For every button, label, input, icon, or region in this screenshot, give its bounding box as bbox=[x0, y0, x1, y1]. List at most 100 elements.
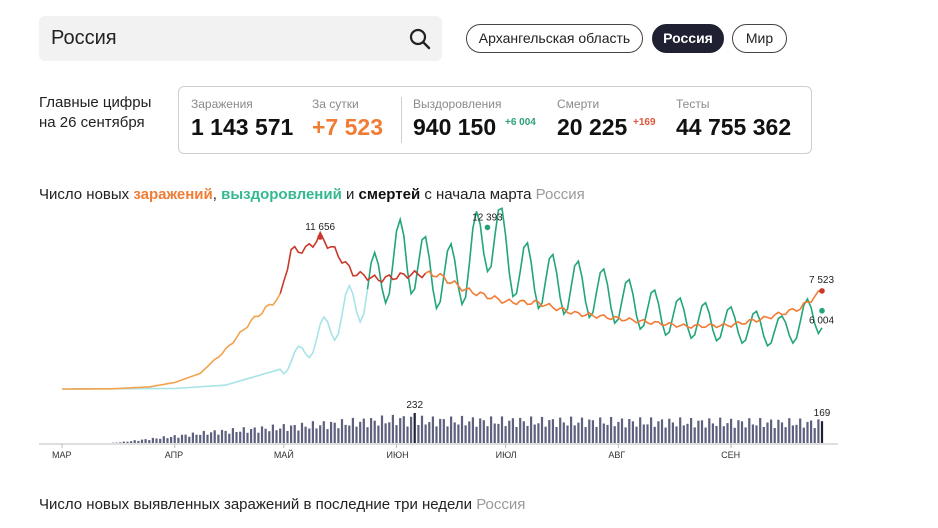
search-box[interactable]: Россия bbox=[39, 16, 442, 61]
death-bar bbox=[508, 420, 511, 443]
chart-title-recoveries: выздоровлений bbox=[221, 186, 342, 203]
death-bar bbox=[173, 435, 176, 443]
death-bar bbox=[246, 432, 249, 443]
death-bar bbox=[457, 424, 460, 443]
death-bar bbox=[602, 423, 605, 443]
death-bar bbox=[486, 426, 489, 443]
death-bar bbox=[806, 421, 809, 443]
stats-divider bbox=[401, 97, 402, 143]
death-bar bbox=[300, 422, 304, 443]
main-figures-panel: Заражения 1 143 571 За сутки +7 523 Вызд… bbox=[178, 86, 812, 154]
death-bar bbox=[446, 426, 449, 443]
search-input[interactable]: Россия bbox=[51, 27, 117, 49]
death-bar bbox=[642, 424, 645, 443]
death-bar bbox=[733, 427, 736, 443]
death-bar bbox=[639, 417, 642, 443]
infections-value-label: 11 656 bbox=[305, 222, 335, 233]
death-bar bbox=[791, 425, 794, 443]
death-bar bbox=[242, 427, 245, 443]
death-bar bbox=[144, 439, 147, 443]
death-bar bbox=[119, 442, 122, 443]
death-bar bbox=[282, 424, 285, 443]
death-bar bbox=[424, 424, 427, 443]
death-bar bbox=[391, 414, 394, 443]
death-bar bbox=[493, 423, 496, 443]
death-bar bbox=[530, 416, 533, 443]
death-bar bbox=[373, 420, 376, 443]
death-bar bbox=[399, 418, 402, 443]
search-icon[interactable] bbox=[406, 25, 434, 53]
death-bar bbox=[646, 424, 649, 443]
death-bar bbox=[770, 419, 773, 443]
death-bar bbox=[537, 423, 540, 443]
death-bar bbox=[540, 416, 544, 443]
death-bar bbox=[326, 429, 329, 443]
death-bar bbox=[679, 417, 682, 443]
death-bar bbox=[464, 425, 467, 443]
deaths-bars bbox=[111, 413, 824, 443]
death-bar bbox=[686, 423, 689, 443]
stat-tests-label: Тесты bbox=[676, 97, 710, 111]
recoveries-line bbox=[366, 207, 823, 348]
death-bar bbox=[279, 428, 282, 443]
death-bar bbox=[551, 419, 554, 443]
death-bar bbox=[497, 423, 500, 443]
death-bar bbox=[784, 427, 787, 443]
death-label: 169 bbox=[814, 408, 831, 419]
death-bar bbox=[675, 426, 678, 443]
death-bar bbox=[206, 434, 209, 443]
death-bar bbox=[624, 427, 627, 443]
death-bar bbox=[177, 437, 180, 443]
death-bar bbox=[613, 426, 616, 443]
death-bar bbox=[700, 420, 704, 443]
death-bar bbox=[766, 422, 769, 443]
tab-russia[interactable]: Россия bbox=[652, 24, 724, 53]
death-bar bbox=[297, 430, 300, 443]
death-bar bbox=[264, 428, 267, 443]
death-bar bbox=[788, 418, 791, 443]
stat-deaths-value: 20 225 bbox=[557, 114, 628, 140]
tab-world[interactable]: Мир bbox=[732, 24, 787, 53]
death-bar bbox=[442, 419, 445, 443]
death-bar bbox=[180, 434, 184, 443]
x-tick-label: АПР bbox=[165, 450, 183, 460]
death-bar bbox=[250, 429, 253, 443]
death-bar bbox=[704, 427, 707, 443]
death-bar bbox=[337, 428, 340, 443]
death-bar bbox=[304, 426, 307, 443]
chart-title: Число новых заражений, выздоровлений и с… bbox=[39, 186, 585, 203]
death-bar bbox=[759, 418, 762, 443]
death-bar bbox=[737, 420, 740, 443]
death-bar bbox=[755, 425, 758, 443]
recoveries-value-label: 12 393 bbox=[472, 212, 503, 223]
death-bar bbox=[657, 421, 660, 443]
death-bar bbox=[210, 432, 213, 443]
death-bar bbox=[471, 417, 474, 443]
death-bar bbox=[810, 420, 813, 443]
figures-caption: Главные цифры на 26 сентября bbox=[39, 93, 151, 133]
tab-arkhangelsk[interactable]: Архангельская область bbox=[466, 24, 643, 53]
death-bar bbox=[595, 426, 598, 443]
death-bar bbox=[522, 421, 525, 443]
death-bar bbox=[500, 416, 504, 443]
death-bar bbox=[584, 427, 587, 443]
death-bar bbox=[628, 419, 631, 443]
death-bar bbox=[744, 427, 747, 443]
death-bar bbox=[417, 425, 420, 443]
death-bar bbox=[479, 418, 482, 443]
stat-recovered-delta: +6 004 bbox=[505, 117, 536, 128]
death-bar bbox=[573, 425, 576, 443]
death-bar bbox=[319, 425, 322, 443]
stat-deaths-delta: +169 bbox=[633, 117, 656, 128]
stat-daily: За сутки +7 523 bbox=[312, 97, 383, 141]
x-tick-label: СЕН bbox=[721, 450, 740, 460]
death-bar bbox=[202, 430, 205, 443]
death-bar bbox=[562, 422, 565, 443]
x-tick-label: МАЙ bbox=[274, 449, 294, 460]
death-bar bbox=[224, 430, 227, 443]
death-bar bbox=[751, 424, 754, 443]
death-bar bbox=[482, 420, 485, 443]
death-bar bbox=[690, 418, 693, 443]
death-bar bbox=[133, 440, 136, 443]
death-bar bbox=[780, 422, 784, 443]
